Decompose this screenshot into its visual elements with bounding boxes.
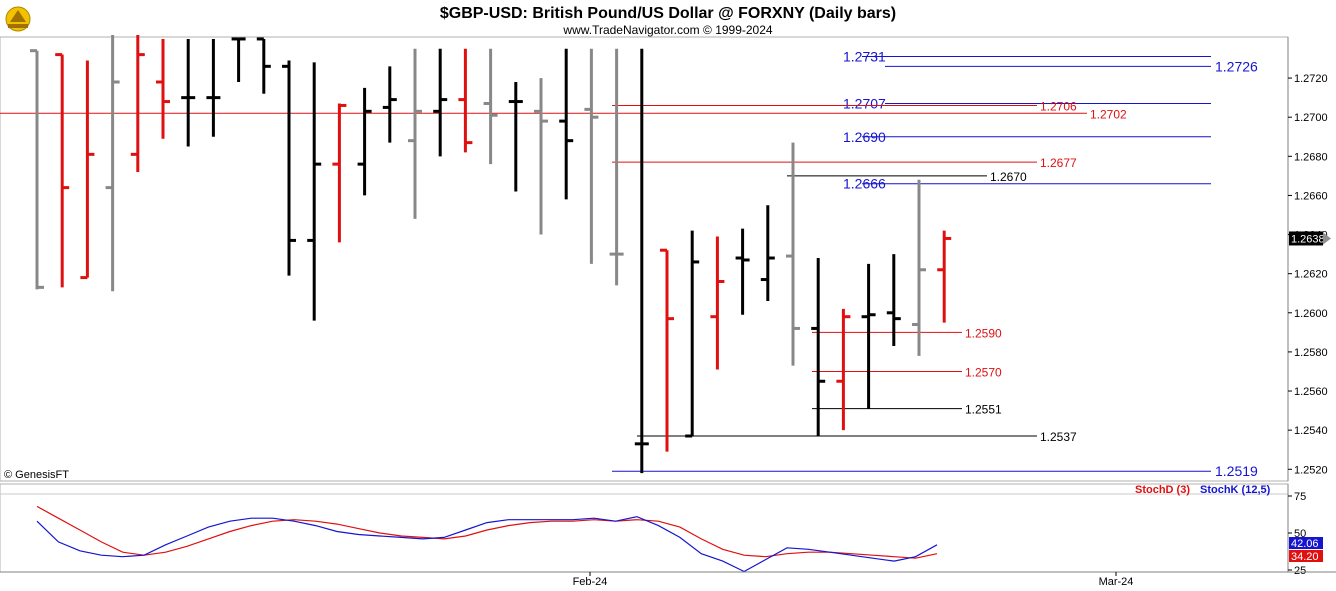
stoch-d-line	[36, 505, 938, 559]
ohlc-bar	[508, 81, 523, 192]
ohlc-bar	[760, 205, 775, 302]
ohlc-bar	[105, 35, 120, 292]
price-tick-label: 1.2560	[1294, 386, 1328, 398]
level-label: 1.2726	[1215, 58, 1258, 74]
ohlc-bar	[80, 60, 95, 280]
ohlc-bar	[609, 48, 624, 286]
level-label: 1.2731	[843, 49, 886, 65]
ohlc-bar	[231, 37, 246, 82]
stochastic-pane: StochD (3) StochK (12,5)	[0, 483, 1289, 573]
stoch-tick-label: 75	[1294, 491, 1306, 503]
ohlc-bar	[685, 230, 700, 438]
ohlc-bar	[912, 179, 926, 356]
ohlc-bar	[584, 48, 599, 264]
stochastic-lines	[36, 505, 938, 573]
level-label: 1.2677	[1040, 156, 1077, 170]
ohlc-bar	[710, 236, 725, 370]
chart-subtitle: www.TradeNavigator.com © 1999-2024	[562, 23, 772, 37]
ohlc-bar	[256, 37, 271, 94]
x-tick-feb: Feb-24	[573, 576, 608, 588]
last-price-tag: 1.2638	[1289, 231, 1331, 246]
ohlc-bar	[156, 38, 170, 139]
support-resistance-levels: 1.2731 1.2726 1.2707 1.2706 1.2702 1.2690 1.26…	[0, 49, 1258, 479]
stoch-k-legend: StochK (12,5)	[1200, 484, 1271, 496]
level-label: 1.2690	[843, 129, 886, 145]
level-label: 1.2537	[1040, 430, 1077, 444]
level-label: 1.2702	[1090, 107, 1127, 121]
ohlc-bar	[861, 263, 876, 409]
price-tick-label: 1.2720	[1294, 73, 1328, 85]
ohlc-bar	[786, 142, 800, 366]
price-tick-label: 1.2580	[1294, 347, 1328, 359]
stoch-tick-label: 25	[1294, 565, 1306, 577]
chart-title: $GBP-USD: British Pound/US Dollar @ FORX…	[440, 5, 896, 22]
trade-navigator-logo-icon	[5, 6, 31, 32]
stochastic-pane-frame	[0, 483, 1289, 573]
ohlc-bar	[735, 228, 750, 315]
price-tick-label: 1.2600	[1294, 308, 1328, 320]
time-axis: Feb-24 Mar-24	[0, 571, 1336, 588]
stoch-d-last-tag	[1289, 550, 1323, 562]
ohlc-bar	[559, 48, 574, 200]
ohlc-bar	[282, 60, 296, 276]
price-axis: 1.27201.27001.26801.26601.26401.26201.26…	[1287, 37, 1336, 481]
price-tick-label: 1.2700	[1294, 112, 1328, 124]
level-label: 1.2551	[965, 403, 1002, 417]
ohlc-bar	[534, 78, 548, 235]
stoch-k-last-tag	[1289, 537, 1323, 549]
level-label: 1.2666	[843, 176, 886, 192]
level-label: 1.2670	[990, 170, 1027, 184]
level-label: 1.2570	[965, 365, 1002, 379]
ohlc-bar	[433, 48, 448, 157]
ohlc-bar	[307, 62, 322, 321]
x-tick-mar: Mar-24	[1099, 576, 1134, 588]
ohlc-bar	[357, 87, 372, 196]
price-tick-label: 1.2540	[1294, 425, 1328, 437]
stoch-d-legend: StochD (3)	[1135, 484, 1190, 496]
ohlc-bar	[483, 48, 498, 165]
ohlc-bars	[30, 35, 952, 474]
ohlc-bar	[836, 308, 851, 431]
ohlc-bar	[332, 103, 347, 243]
ohlc-bar	[660, 248, 674, 452]
ohlc-bar	[130, 35, 145, 172]
ohlc-bar	[382, 66, 397, 143]
ohlc-bar	[811, 258, 826, 437]
stoch-k-line	[36, 516, 938, 573]
ohlc-bar	[206, 38, 221, 137]
stoch-d-last-label: 34.20	[1291, 551, 1319, 563]
ohlc-bar	[634, 48, 649, 474]
level-label: 1.2519	[1215, 463, 1258, 479]
price-tick-label: 1.2520	[1294, 464, 1328, 476]
ohlc-bar	[181, 38, 196, 147]
stoch-k-last-label: 42.06	[1291, 538, 1319, 550]
level-label: 1.2590	[965, 326, 1002, 340]
ohlc-bar	[408, 48, 422, 219]
level-label: 1.2706	[1040, 99, 1077, 113]
price-tick-label: 1.2680	[1294, 151, 1328, 163]
ohlc-bar	[458, 48, 473, 153]
price-tick-label: 1.2620	[1294, 269, 1328, 281]
ohlc-bar	[886, 254, 901, 347]
ohlc-bar	[937, 230, 952, 323]
ohlc-bar	[30, 49, 44, 290]
price-pane: 1.2731 1.2726 1.2707 1.2706 1.2702 1.2690 1.26…	[0, 35, 1289, 482]
last-price-label: 1.2638	[1291, 233, 1325, 245]
credit-label: © GenesisFT	[4, 469, 69, 481]
price-tick-label: 1.2660	[1294, 190, 1328, 202]
ohlc-bar	[55, 53, 70, 288]
level-label: 1.2707	[843, 96, 886, 112]
